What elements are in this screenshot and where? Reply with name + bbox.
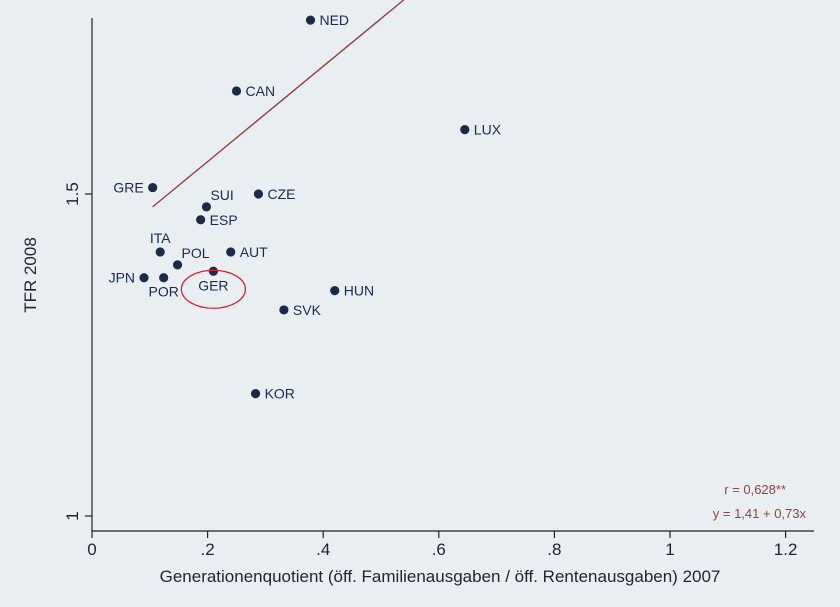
y-tick-label: 1.5	[63, 182, 82, 206]
point-hun	[330, 286, 340, 296]
stat-r: r = 0,628**	[724, 482, 786, 497]
x-tick-label: .6	[432, 540, 446, 559]
y-tick-label: 1	[63, 511, 82, 520]
x-tick-label: 1	[665, 540, 674, 559]
highlight-ellipse	[180, 269, 247, 309]
point-svk	[279, 305, 289, 315]
point-kor	[250, 389, 261, 399]
point-por	[159, 273, 169, 283]
y-axis-title: TFR 2008	[21, 237, 40, 313]
point-label-can: CAN	[246, 83, 276, 99]
point-label-sui: SUI	[210, 187, 233, 203]
point-label-por: POR	[149, 284, 179, 300]
point-label-ger: GER	[198, 277, 228, 293]
point-label-svk: SVK	[293, 302, 322, 318]
stat-equation: y = 1,41 + 0,73x	[713, 506, 807, 521]
point-label-ita: ITA	[150, 230, 171, 246]
point-pol	[172, 260, 183, 270]
x-tick-label: .4	[316, 540, 330, 559]
x-tick-label: 0	[87, 540, 96, 559]
point-label-kor: KOR	[265, 386, 295, 402]
point-label-jpn: JPN	[109, 270, 135, 286]
point-can	[231, 86, 242, 96]
point-jpn	[139, 273, 149, 283]
x-tick-label: .2	[201, 540, 215, 559]
point-label-aut: AUT	[240, 244, 268, 260]
point-label-hun: HUN	[344, 283, 374, 299]
point-ita	[155, 247, 165, 257]
point-gre	[148, 182, 158, 193]
point-label-esp: ESP	[210, 212, 238, 228]
point-label-lux: LUX	[474, 122, 502, 138]
point-ned	[305, 15, 316, 25]
fit-line	[152, 0, 405, 208]
points-group: USAFRASWEFINBELNEDNORDENAUSGBRNZLIRLISLC…	[109, 12, 502, 402]
point-sui	[201, 202, 212, 212]
point-label-cze: CZE	[267, 186, 295, 202]
point-label-pol: POL	[182, 245, 210, 261]
x-ticks: 0 .2 .4 .6 .8 1 1.2	[87, 531, 797, 559]
point-lux	[460, 125, 470, 135]
point-label-gre: GRE	[113, 180, 143, 196]
x-tick-label: 1.2	[774, 540, 798, 559]
fit-line-group	[152, 0, 405, 208]
x-axis-title: Generationenquotient (öff. Familienausga…	[160, 567, 721, 586]
point-esp	[196, 215, 206, 225]
point-ger	[208, 266, 218, 276]
highlight-group	[180, 269, 247, 309]
point-label-ned: NED	[319, 12, 349, 28]
point-cze	[253, 189, 264, 199]
point-aut	[226, 247, 236, 257]
y-ticks: 11.522.5	[63, 182, 92, 521]
x-tick-label: .8	[547, 540, 561, 559]
